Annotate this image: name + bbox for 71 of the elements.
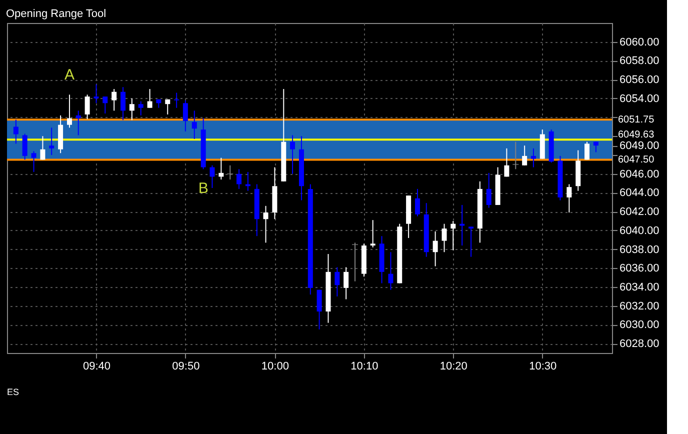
candlestick — [290, 134, 296, 174]
candlestick — [245, 171, 250, 192]
candlestick — [129, 98, 134, 121]
candlestick — [84, 94, 90, 120]
candlestick — [66, 94, 72, 128]
y-tick-label: 6060.00 — [620, 36, 660, 48]
candlestick — [530, 148, 536, 168]
ref-line-label: 6051.75 — [618, 114, 655, 126]
candlestick — [236, 168, 242, 190]
candlestick — [450, 220, 456, 251]
candlestick — [31, 150, 36, 172]
candlestick — [414, 188, 420, 217]
candlestick — [468, 226, 474, 258]
candlestick — [370, 220, 376, 248]
y-tick-label: 6032.00 — [620, 300, 660, 312]
candlestick — [22, 133, 28, 160]
y-tick-label: 6034.00 — [620, 282, 660, 294]
annotation: A — [64, 66, 74, 84]
candlestick — [512, 141, 519, 170]
chart-title: Opening Range Tool — [6, 8, 106, 20]
x-tick-label: 10:10 — [350, 360, 378, 372]
candlestick — [584, 141, 590, 160]
y-tick-label: 6056.00 — [620, 74, 660, 86]
annotation: B — [198, 180, 208, 198]
text: ES — [7, 387, 20, 397]
candlestick — [192, 110, 197, 140]
candlestick — [49, 127, 54, 156]
candlestick — [432, 230, 438, 267]
y-tick-label: 6028.00 — [620, 338, 660, 350]
candlestick — [40, 136, 46, 160]
candlestick — [316, 289, 322, 330]
candlestick — [504, 148, 510, 178]
y-tick-label: 6036.00 — [620, 262, 660, 275]
candlestick — [165, 98, 170, 115]
y-tick-label: 6046.00 — [620, 168, 660, 180]
candlestick — [334, 266, 340, 297]
y-tick-label: 6038.00 — [620, 244, 660, 256]
candlestick — [352, 242, 358, 282]
candlestick — [486, 172, 492, 208]
ref-line-label: 6049.63 — [618, 130, 655, 141]
candlestick — [442, 223, 447, 253]
x-tick-label: 10:30 — [529, 360, 557, 372]
ref-line-label: 6047.50 — [618, 154, 655, 166]
candlestick — [13, 119, 18, 144]
candlestick — [94, 84, 99, 104]
candlestick — [102, 96, 108, 114]
candlestick — [263, 205, 268, 244]
candlestick — [210, 164, 215, 188]
candlestick — [147, 88, 152, 108]
candlestick — [174, 92, 180, 108]
y-tick-label: 6058.00 — [620, 55, 660, 68]
y-tick-label: 6040.00 — [620, 224, 660, 237]
candlestick — [138, 100, 144, 116]
candlestick — [388, 252, 394, 290]
candlestick — [120, 86, 126, 121]
x-tick-label: 10:20 — [440, 360, 468, 372]
candlestick — [182, 100, 188, 132]
candlestick — [344, 266, 349, 300]
x-tick-label: 09:50 — [172, 360, 200, 372]
x-tick-label: 10:00 — [261, 360, 289, 372]
y-tick-label: 6044.00 — [620, 187, 660, 200]
y-tick-label: 6042.00 — [620, 206, 660, 218]
candlestick — [112, 88, 117, 112]
candlestick — [566, 184, 572, 214]
y-tick-label: 6049.00 — [620, 140, 660, 152]
y-tick-label: 6054.00 — [620, 92, 660, 105]
x-tick-label: 09:40 — [82, 360, 111, 372]
candlestick — [522, 145, 528, 166]
candlestick — [218, 157, 224, 180]
candlestick — [227, 164, 234, 180]
y-tick-label: 6030.00 — [620, 319, 660, 332]
